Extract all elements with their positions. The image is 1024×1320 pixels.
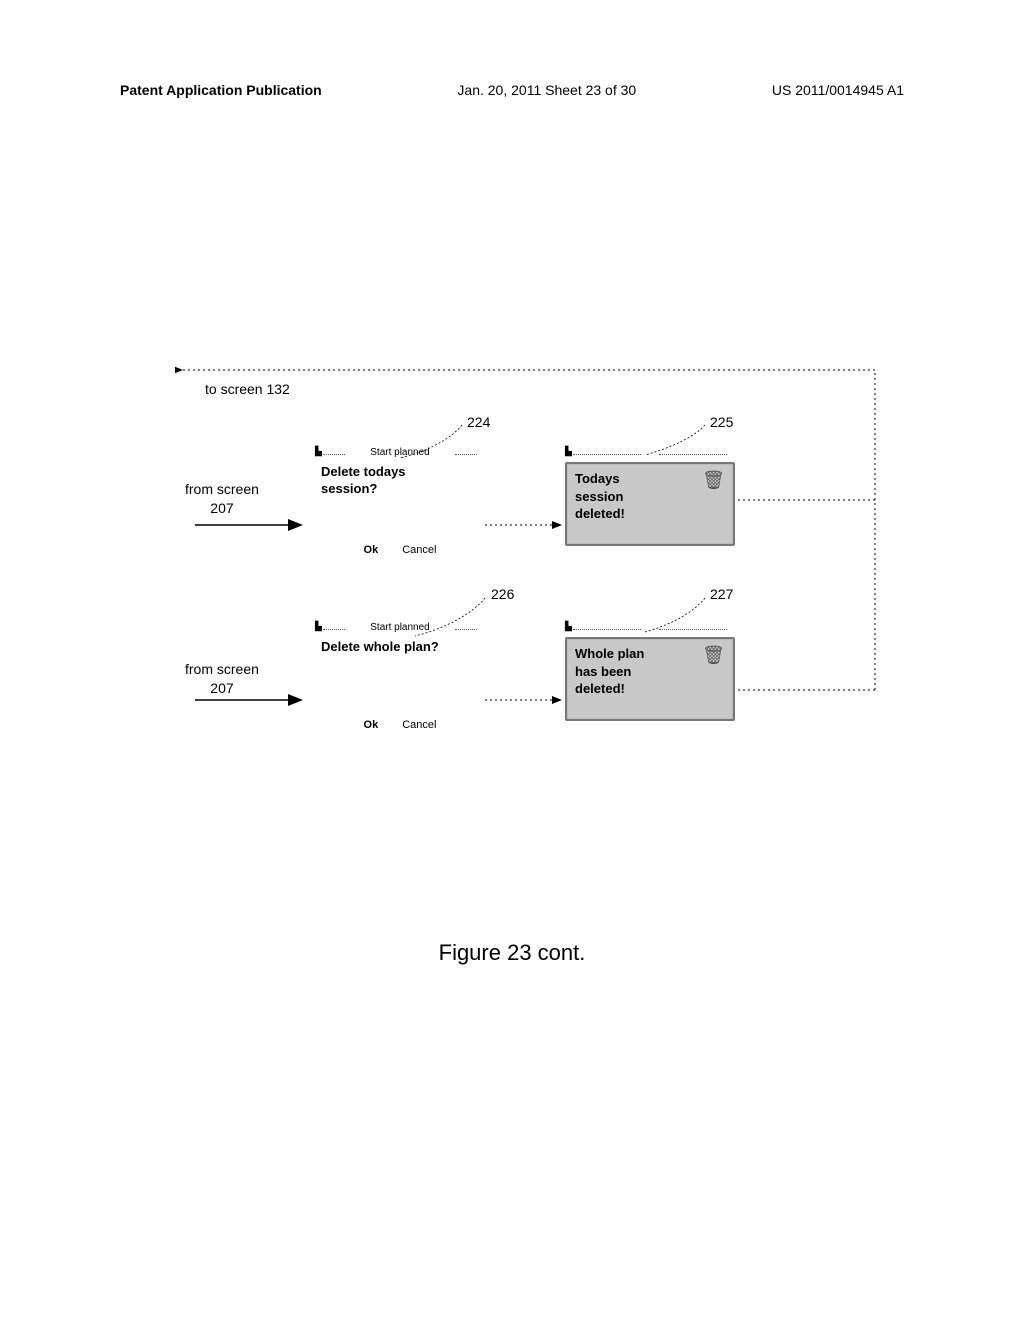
signal-icon: ▙ xyxy=(565,621,572,632)
signal-icon: ▙ xyxy=(565,446,572,457)
cancel-button[interactable]: Cancel xyxy=(402,719,436,731)
phone-screen-224: ▙ Start planned Delete todays session? O… xyxy=(315,445,485,585)
toast-225-text: Todays session deleted! xyxy=(575,470,625,523)
ref-224: 224 xyxy=(467,414,490,430)
ref-227: 227 xyxy=(710,586,733,602)
arrows-layer xyxy=(175,360,885,810)
label-from-screen-b: from screen 207 xyxy=(185,660,259,698)
phone-226-title: Start planned xyxy=(370,622,430,633)
trash-icon: 🗑 xyxy=(702,645,725,666)
patent-header: Patent Application Publication Jan. 20, … xyxy=(120,82,904,98)
cancel-button[interactable]: Cancel xyxy=(402,544,436,556)
signal-icon: ▙ xyxy=(315,446,322,457)
phone-226-body: Delete whole plan? xyxy=(315,637,485,713)
phone-screen-225: ▙ Todays session deleted! 🗑 xyxy=(565,445,735,585)
phone-screen-226: ▙ Start planned Delete whole plan? Ok Ca… xyxy=(315,620,485,760)
header-mid: Jan. 20, 2011 Sheet 23 of 30 xyxy=(457,82,636,98)
phone-224-buttons: Ok Cancel xyxy=(315,538,485,562)
toast-227: Whole plan has been deleted! 🗑 xyxy=(565,637,735,721)
phone-226-buttons: Ok Cancel xyxy=(315,713,485,737)
ref-225: 225 xyxy=(710,414,733,430)
trash-icon: 🗑 xyxy=(702,470,725,491)
toast-225: Todays session deleted! 🗑 xyxy=(565,462,735,546)
header-left: Patent Application Publication xyxy=(120,82,322,98)
phone-227-titlebar: ▙ xyxy=(565,620,735,637)
signal-icon: ▙ xyxy=(315,621,322,632)
ok-button[interactable]: Ok xyxy=(364,719,379,731)
diagram-region: to screen 132 from screen 207 from scree… xyxy=(175,360,885,810)
figure-caption: Figure 23 cont. xyxy=(0,940,1024,966)
header-right: US 2011/0014945 A1 xyxy=(772,82,904,98)
label-from-screen-a: from screen 207 xyxy=(185,480,259,518)
phone-224-title: Start planned xyxy=(370,447,430,458)
ref-226: 226 xyxy=(491,586,514,602)
phone-screen-227: ▙ Whole plan has been deleted! 🗑 xyxy=(565,620,735,760)
label-to-screen: to screen 132 xyxy=(205,380,290,399)
phone-225-titlebar: ▙ xyxy=(565,445,735,462)
phone-224-body: Delete todays session? xyxy=(315,462,485,538)
phone-224-titlebar: ▙ Start planned xyxy=(315,445,485,462)
phone-226-titlebar: ▙ Start planned xyxy=(315,620,485,637)
toast-227-text: Whole plan has been deleted! xyxy=(575,645,644,698)
ok-button[interactable]: Ok xyxy=(364,544,379,556)
